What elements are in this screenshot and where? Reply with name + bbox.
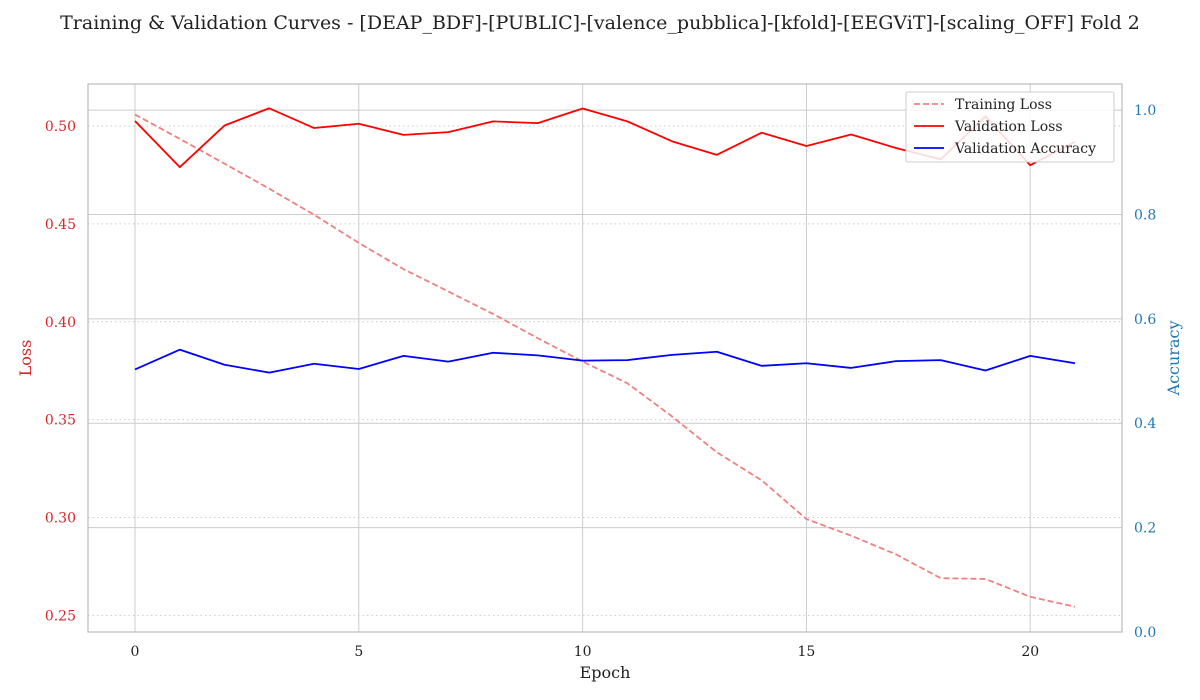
chart-title: Training & Validation Curves - [DEAP_BDF… bbox=[60, 12, 1140, 34]
legend-box bbox=[905, 91, 1115, 163]
y-right-tick-label: 1.0 bbox=[1134, 103, 1156, 119]
y-right-tick-label: 0.2 bbox=[1134, 521, 1156, 537]
grid bbox=[88, 84, 1122, 633]
y-left-tick-label: 0.40 bbox=[45, 315, 76, 331]
y-axis-label-loss: Loss bbox=[16, 340, 35, 377]
legend-item-training-loss: Training Loss bbox=[914, 97, 1052, 113]
series-lines bbox=[134, 107, 1076, 608]
y-right-tick-label: 0.8 bbox=[1134, 207, 1156, 223]
y-left-tick-label: 0.35 bbox=[45, 413, 76, 429]
y-axis-label-accuracy: Accuracy bbox=[1164, 321, 1183, 397]
y-right-tick-label: 0.0 bbox=[1134, 625, 1156, 641]
y-right-tick-label: 0.4 bbox=[1134, 416, 1156, 432]
legend-item-validation-accuracy: Validation Accuracy bbox=[914, 141, 1096, 157]
y-left-tick-label: 0.50 bbox=[45, 119, 76, 135]
y-left-tick-label: 0.30 bbox=[45, 511, 76, 527]
x-tick-label: 15 bbox=[798, 644, 816, 660]
x-tick-label: 5 bbox=[354, 644, 363, 660]
legend: Training Loss Validation Loss Validation A… bbox=[905, 91, 1115, 163]
x-axis-label: Epoch bbox=[580, 663, 631, 682]
legend-label: Validation Accuracy bbox=[954, 141, 1096, 157]
legend-item-validation-loss: Validation Loss bbox=[914, 119, 1063, 135]
x-tick-label: 10 bbox=[574, 644, 592, 660]
tick-labels: 0 5 10 15 20 0.25 0.30 0.35 0.40 0.45 0.50 0.0 0.2 0.… bbox=[45, 103, 1157, 660]
axes-frame bbox=[87, 83, 1123, 633]
x-tick-label: 0 bbox=[131, 644, 140, 660]
y-right-tick-label: 0.6 bbox=[1134, 312, 1156, 328]
legend-label: Validation Loss bbox=[954, 119, 1063, 135]
legend-label: Training Loss bbox=[955, 97, 1052, 113]
y-left-tick-label: 0.25 bbox=[45, 608, 76, 624]
y-left-tick-label: 0.45 bbox=[45, 217, 76, 233]
training-loss-line bbox=[134, 113, 1076, 608]
validation-accuracy-line bbox=[134, 348, 1076, 374]
x-tick-label: 20 bbox=[1021, 644, 1039, 660]
plot-frame bbox=[87, 83, 1123, 633]
